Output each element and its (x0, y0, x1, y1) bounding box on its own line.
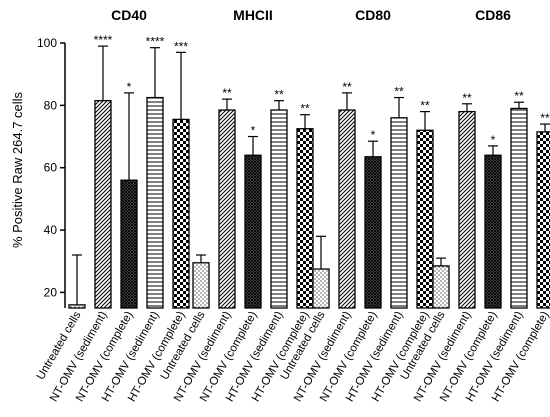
significance-label: * (251, 124, 256, 138)
bar (270, 109, 288, 309)
bars (68, 96, 550, 309)
bar (432, 265, 450, 309)
y-tick-label: 60 (44, 161, 58, 175)
y-tick-label: 100 (37, 36, 57, 50)
y-tick-label: 40 (44, 223, 58, 237)
group-titles: CD40 MHCII CD80 CD86 (111, 7, 511, 23)
y-axis-label: % Positive Raw 264.7 cells (10, 91, 25, 248)
group-title: CD86 (475, 7, 511, 23)
bar (364, 156, 382, 309)
group-title: CD80 (355, 7, 391, 23)
group-title: MHCII (233, 7, 273, 23)
significance-label: *** (174, 39, 188, 53)
bar (244, 154, 262, 309)
bar (192, 262, 210, 309)
y-tick-label: 80 (44, 98, 58, 112)
significance-label: ** (342, 80, 352, 94)
bar (390, 117, 408, 309)
significance-label: ** (274, 88, 284, 102)
significance-label: **** (94, 33, 113, 47)
group-title: CD40 (111, 7, 147, 23)
significance-label: ** (394, 85, 404, 99)
bar (458, 110, 476, 309)
bar (416, 129, 434, 309)
significance-label: * (127, 80, 132, 94)
error-bars (72, 45, 550, 305)
significance-label: ** (420, 99, 430, 113)
significance-label: * (491, 133, 496, 147)
significance-label: ** (222, 86, 232, 100)
significance-label: * (371, 128, 376, 142)
bar (312, 268, 330, 309)
y-ticks: 20 40 60 80 100 (37, 36, 65, 299)
bar (172, 118, 190, 309)
significance-label: ** (540, 111, 550, 125)
bar (510, 107, 528, 309)
bar (146, 96, 164, 309)
bar (338, 109, 356, 309)
significance-label: ** (462, 91, 472, 105)
bar (296, 128, 314, 309)
y-tick-label: 20 (44, 285, 58, 299)
bar (218, 109, 236, 309)
significance-labels: ********* ************************ (94, 33, 550, 147)
significance-label: ** (300, 102, 310, 116)
bar (484, 154, 502, 309)
significance-label: **** (146, 35, 165, 49)
significance-label: ** (514, 89, 524, 103)
bar (94, 100, 112, 309)
bar (68, 304, 86, 309)
bar (120, 179, 138, 309)
bar (536, 131, 550, 309)
